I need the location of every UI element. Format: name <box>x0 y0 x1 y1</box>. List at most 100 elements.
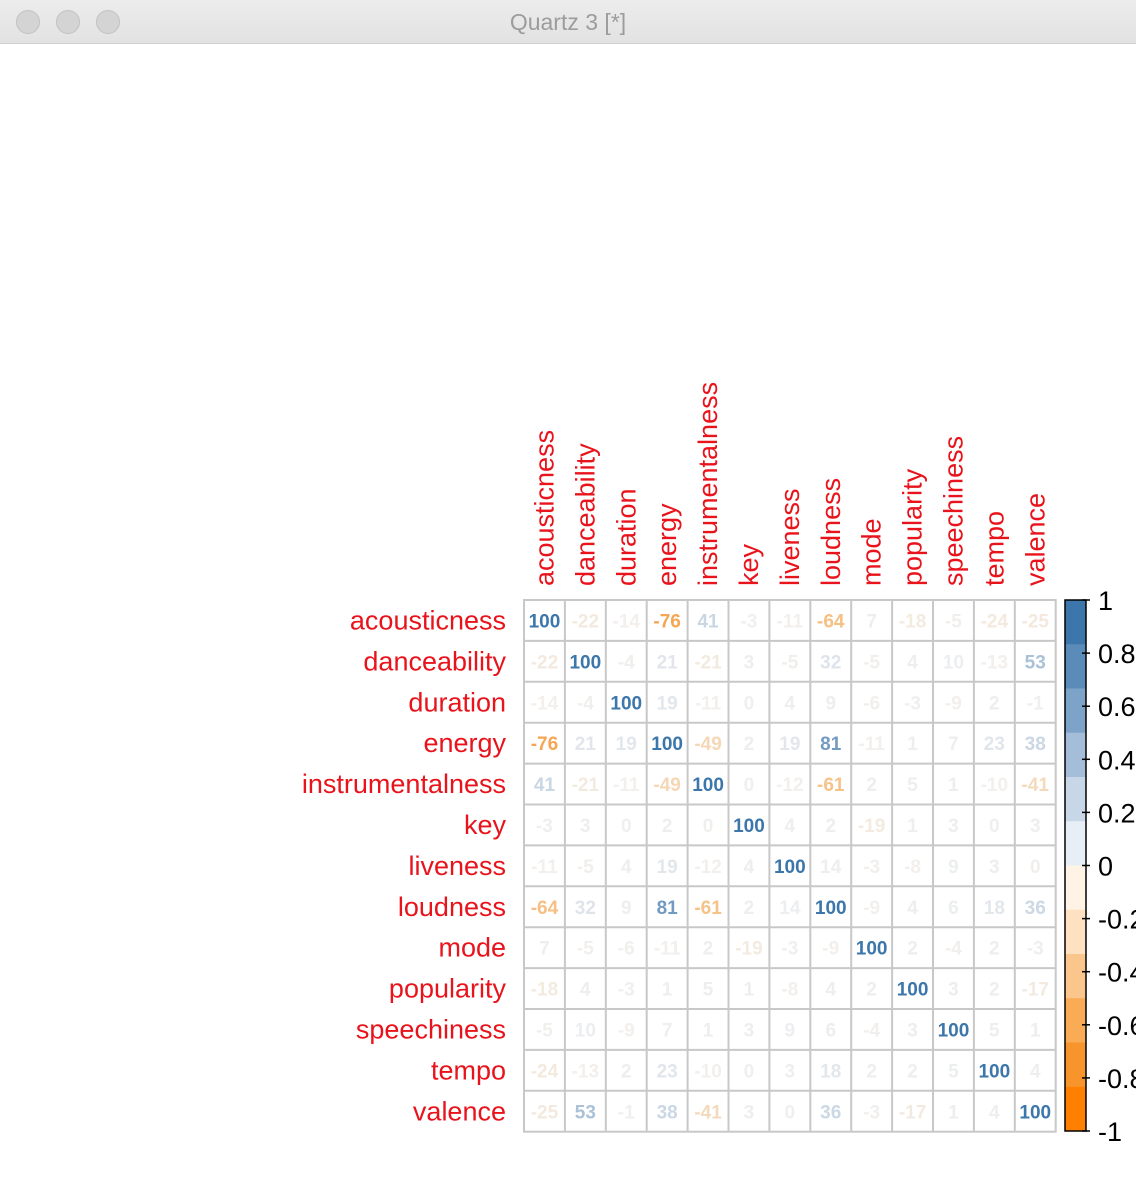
cell-value: -76 <box>653 611 680 632</box>
cell-value: -49 <box>653 775 680 796</box>
cell-value: 3 <box>989 857 1000 878</box>
cell-value: 3 <box>785 1061 796 1082</box>
cell-value: -14 <box>531 693 559 714</box>
cell-value: 2 <box>989 693 1000 714</box>
cell-value: -5 <box>945 611 962 632</box>
cell-value: 3 <box>744 652 755 673</box>
row-label-valence: valence <box>413 1096 506 1126</box>
colorbar-bin <box>1065 998 1086 1043</box>
cell-value: -8 <box>781 980 798 1001</box>
colorbar-bin <box>1065 954 1086 999</box>
cell-value: -11 <box>654 939 681 960</box>
cell-value: 2 <box>744 898 755 919</box>
column-label-popularity: popularity <box>898 468 928 586</box>
cell-value: 19 <box>779 734 800 755</box>
cell-value: -13 <box>572 1061 599 1082</box>
cell-value: -14 <box>613 611 641 632</box>
row-label-danceability: danceability <box>363 646 506 676</box>
cell-value: 0 <box>744 1061 755 1082</box>
cell-value: -11 <box>695 693 722 714</box>
cell-value: 2 <box>866 980 877 1001</box>
cell-value: -4 <box>863 1020 880 1041</box>
row-label-instrumentalness: instrumentalness <box>302 769 506 799</box>
cell-value: 5 <box>907 775 918 796</box>
column-label-key: key <box>734 543 764 586</box>
cell-value: -5 <box>577 857 594 878</box>
cell-value: 2 <box>989 939 1000 960</box>
cell-value: 7 <box>539 939 550 960</box>
cell-value: 4 <box>744 857 755 878</box>
cell-value: -9 <box>822 939 839 960</box>
cell-value: 1 <box>662 980 673 1001</box>
cell-value: 3 <box>907 1020 918 1041</box>
row-label-liveness: liveness <box>408 851 506 881</box>
cell-value: -3 <box>781 939 798 960</box>
colorbar-bin <box>1065 688 1086 734</box>
cell-value: -6 <box>863 693 880 714</box>
colorbar-bin <box>1065 644 1086 689</box>
cell-value: 36 <box>1025 898 1046 919</box>
cell-value: -17 <box>1022 980 1049 1001</box>
cell-value: 1 <box>907 734 918 755</box>
window-title: Quartz 3 [*] <box>509 9 627 35</box>
colorbar-bin <box>1065 1042 1086 1088</box>
cell-value: -61 <box>817 775 845 796</box>
cell-value: 0 <box>703 816 714 837</box>
cell-value: 2 <box>703 939 714 960</box>
cell-value: -41 <box>1022 775 1050 796</box>
column-label-acousticness: acousticness <box>529 430 559 586</box>
colorbar-bin <box>1065 821 1086 866</box>
row-label-tempo: tempo <box>431 1055 506 1085</box>
minimize-window-button[interactable] <box>56 10 80 34</box>
cell-value: -3 <box>618 980 635 1001</box>
cell-value: -3 <box>863 857 880 878</box>
cell-value: 10 <box>575 1020 596 1041</box>
zoom-window-button[interactable] <box>96 10 120 34</box>
cell-value: 0 <box>1030 857 1041 878</box>
cell-value: -19 <box>735 939 762 960</box>
cell-value: 32 <box>820 652 841 673</box>
cell-value: -6 <box>618 939 635 960</box>
cell-value: 2 <box>907 939 918 960</box>
cell-value: 53 <box>1025 652 1046 673</box>
cell-value: -4 <box>577 693 594 714</box>
cell-value: 21 <box>657 652 679 673</box>
cell-value: -3 <box>740 611 757 632</box>
cell-value: 100 <box>610 693 642 714</box>
cell-value: -76 <box>531 734 558 755</box>
row-label-loudness: loudness <box>398 892 506 922</box>
cell-value: 0 <box>621 816 632 837</box>
cell-value: 100 <box>651 734 683 755</box>
title-bar: Quartz 3 [*] <box>0 0 1136 44</box>
correlation-plot: 100 -22 -14 -76 41 -3 -11 -64 7 -18 -5 -24 -25-22 100… <box>302 382 1136 1147</box>
cell-value: 38 <box>657 1102 678 1123</box>
cell-value: 100 <box>692 775 724 796</box>
cell-value: -5 <box>536 1020 553 1041</box>
column-label-loudness: loudness <box>816 478 846 586</box>
cell-value: 4 <box>580 980 591 1001</box>
cell-value: 7 <box>948 734 959 755</box>
cell-value: 9 <box>785 1020 796 1041</box>
cell-value: 6 <box>825 1020 836 1041</box>
cell-value: -1 <box>618 1102 635 1123</box>
cell-value: -3 <box>863 1102 880 1123</box>
colorbar-tick-label: -0.8 <box>1098 1064 1136 1094</box>
cell-value: 2 <box>662 816 673 837</box>
cell-value: 6 <box>948 898 959 919</box>
cell-value: -10 <box>694 1061 721 1082</box>
cell-value: 100 <box>938 1020 970 1041</box>
cell-value: 4 <box>785 816 796 837</box>
cell-value: 9 <box>948 857 959 878</box>
cell-value: 23 <box>984 734 1005 755</box>
colorbar-tick-label: -0.4 <box>1098 958 1136 988</box>
cell-value: 21 <box>575 734 597 755</box>
cell-value: -22 <box>572 611 599 632</box>
row-label-speechiness: speechiness <box>356 1014 506 1044</box>
cell-value: 5 <box>948 1061 959 1082</box>
cell-value: 100 <box>897 980 929 1001</box>
cell-value: 9 <box>621 898 632 919</box>
cell-value: 100 <box>815 898 847 919</box>
colorbar-tick-label: 1 <box>1098 586 1113 616</box>
close-window-button[interactable] <box>16 10 40 34</box>
cell-value: -5 <box>781 652 798 673</box>
